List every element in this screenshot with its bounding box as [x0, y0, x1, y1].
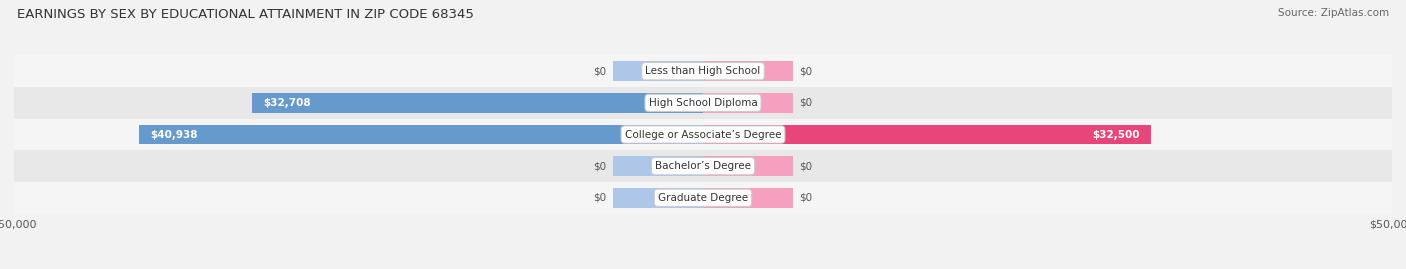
Bar	[252, 93, 703, 113]
Bar	[14, 55, 1392, 87]
Bar	[703, 93, 793, 113]
Bar	[703, 125, 1152, 144]
Text: Less than High School: Less than High School	[645, 66, 761, 76]
Bar	[613, 188, 703, 208]
Text: $0: $0	[800, 193, 813, 203]
Text: $32,500: $32,500	[1092, 129, 1140, 140]
Bar	[14, 150, 1392, 182]
Text: $0: $0	[593, 193, 606, 203]
Text: $0: $0	[593, 161, 606, 171]
Text: $0: $0	[800, 98, 813, 108]
Text: $0: $0	[800, 66, 813, 76]
Text: EARNINGS BY SEX BY EDUCATIONAL ATTAINMENT IN ZIP CODE 68345: EARNINGS BY SEX BY EDUCATIONAL ATTAINMEN…	[17, 8, 474, 21]
Text: Bachelor’s Degree: Bachelor’s Degree	[655, 161, 751, 171]
Text: High School Diploma: High School Diploma	[648, 98, 758, 108]
Bar	[14, 119, 1392, 150]
Bar	[703, 61, 793, 81]
Bar	[613, 61, 703, 81]
Text: College or Associate’s Degree: College or Associate’s Degree	[624, 129, 782, 140]
Text: Graduate Degree: Graduate Degree	[658, 193, 748, 203]
Bar	[703, 188, 793, 208]
Text: $0: $0	[800, 161, 813, 171]
Bar	[14, 182, 1392, 214]
Text: $32,708: $32,708	[263, 98, 311, 108]
Text: $0: $0	[593, 66, 606, 76]
Text: $40,938: $40,938	[150, 129, 197, 140]
Bar	[613, 156, 703, 176]
Bar	[703, 156, 793, 176]
Text: Source: ZipAtlas.com: Source: ZipAtlas.com	[1278, 8, 1389, 18]
Bar	[139, 125, 703, 144]
Bar	[14, 87, 1392, 119]
